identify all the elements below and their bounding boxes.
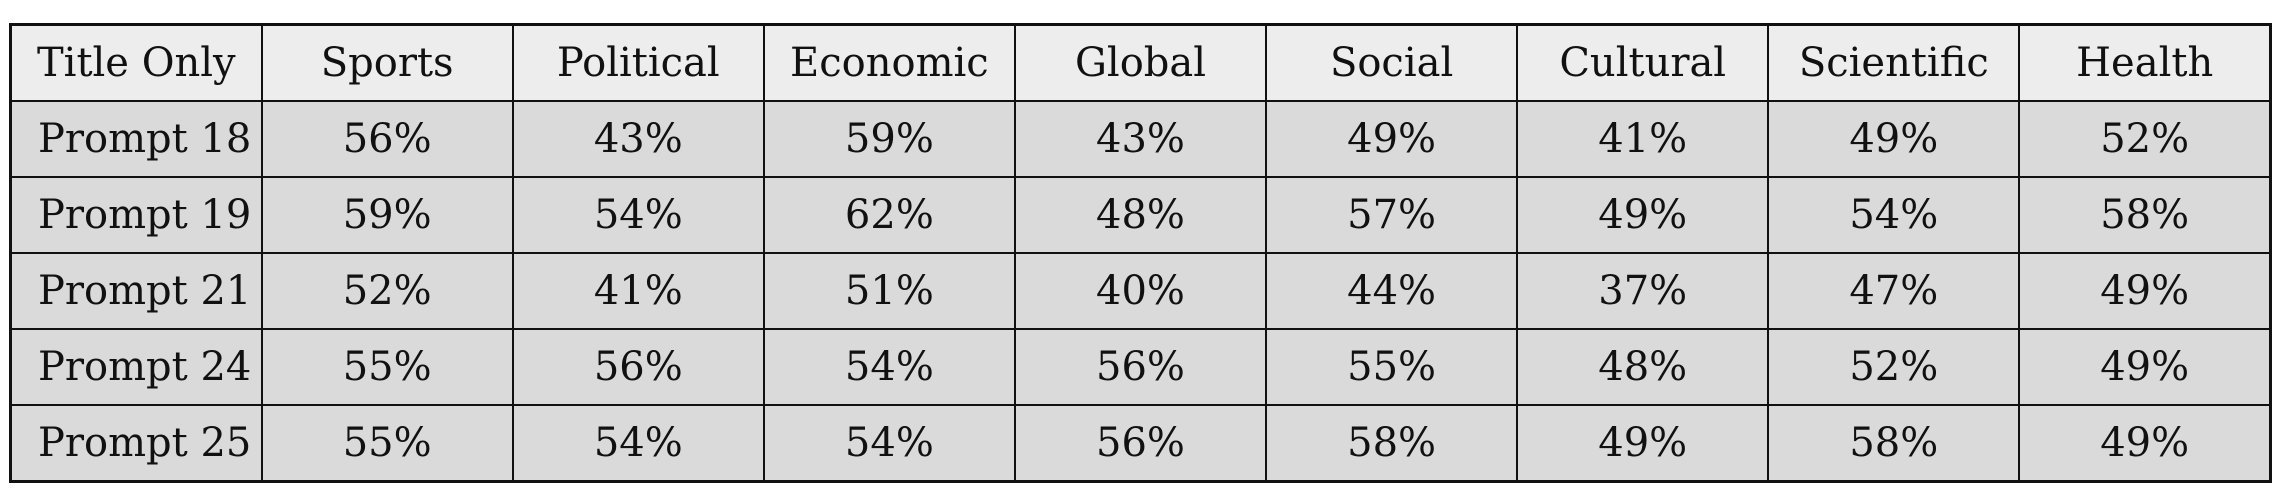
table-cell: 62% [762,176,1016,254]
table-cell: 41% [511,252,765,330]
results-table: Title Only Sports Political Economic Glo… [9,23,2272,483]
table-cell: 48% [1013,176,1268,254]
table-cell: 49% [2018,252,2272,330]
row-label: Prompt 21 [9,252,263,330]
table-cell: 58% [1767,404,2021,483]
table-cell: 56% [1013,404,1268,483]
row-label: Prompt 25 [9,404,263,483]
table-cell: 57% [1265,176,1519,254]
row-label: Prompt 24 [9,328,263,406]
table-cell: 47% [1767,252,2021,330]
table-cell: 55% [260,328,514,406]
table-cell: 58% [1265,404,1519,483]
table-cell: 52% [2018,100,2272,178]
table-row: Prompt 21 52% 41% 51% 40% 44% 37% 47% 49… [9,252,2272,330]
table-cell: 59% [762,100,1016,178]
row-label: Prompt 18 [9,100,263,178]
column-header: Economic [762,23,1016,102]
table-cell: 37% [1516,252,1770,330]
row-label: Prompt 19 [9,176,263,254]
table-cell: 44% [1265,252,1519,330]
table-cell: 56% [511,328,765,406]
table-cell: 51% [762,252,1016,330]
table-header: Title Only Sports Political Economic Glo… [9,23,2272,102]
table-cell: 49% [2018,328,2272,406]
column-header: Global [1013,23,1268,102]
table-row: Prompt 19 59% 54% 62% 48% 57% 49% 54% 58… [9,176,2272,254]
table-cell: 52% [1767,328,2021,406]
table-cell: 56% [260,100,514,178]
table-cell: 41% [1516,100,1770,178]
corner-header-cell: Title Only [9,23,263,102]
table-cell: 55% [1265,328,1519,406]
table-row: Prompt 18 56% 43% 59% 43% 49% 41% 49% 52… [9,100,2272,178]
table-row: Prompt 25 55% 54% 54% 56% 58% 49% 58% 49… [9,404,2272,483]
table-cell: 54% [762,404,1016,483]
table-cell: 43% [1013,100,1268,178]
table-cell: 54% [762,328,1016,406]
table-cell: 52% [260,252,514,330]
table-cell: 54% [1767,176,2021,254]
table-cell: 48% [1516,328,1770,406]
column-header: Health [2018,23,2272,102]
column-header: Social [1265,23,1519,102]
column-header: Sports [260,23,514,102]
table-cell: 43% [511,100,765,178]
table-cell: 40% [1013,252,1268,330]
table-cell: 49% [1516,176,1770,254]
table-cell: 59% [260,176,514,254]
header-row: Title Only Sports Political Economic Glo… [9,23,2272,102]
table-cell: 56% [1013,328,1268,406]
table-cell: 54% [511,404,765,483]
column-header: Cultural [1516,23,1770,102]
table-cell: 54% [511,176,765,254]
table-cell: 49% [1767,100,2021,178]
table-cell: 58% [2018,176,2272,254]
column-header: Scientific [1767,23,2021,102]
table-row: Prompt 24 55% 56% 54% 56% 55% 48% 52% 49… [9,328,2272,406]
column-header: Political [511,23,765,102]
table-body: Prompt 18 56% 43% 59% 43% 49% 41% 49% 52… [9,100,2272,483]
table-cell: 49% [1516,404,1770,483]
table-cell: 49% [1265,100,1519,178]
table-cell: 49% [2018,404,2272,483]
table-cell: 55% [260,404,514,483]
